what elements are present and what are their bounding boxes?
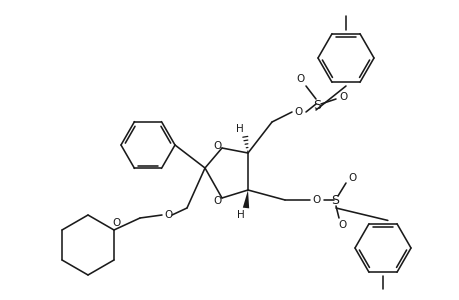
Text: O: O: [164, 210, 173, 220]
Text: O: O: [348, 173, 356, 183]
Text: O: O: [338, 220, 347, 230]
Text: O: O: [296, 74, 304, 84]
Text: H: H: [235, 124, 243, 134]
Text: O: O: [213, 141, 222, 151]
Text: O: O: [294, 107, 302, 117]
Text: H: H: [236, 210, 244, 220]
Text: O: O: [213, 196, 222, 206]
Text: O: O: [339, 92, 347, 102]
Text: S: S: [330, 194, 338, 206]
Text: S: S: [312, 98, 320, 112]
Text: O: O: [312, 195, 320, 205]
Polygon shape: [242, 190, 249, 208]
Text: O: O: [112, 218, 121, 228]
